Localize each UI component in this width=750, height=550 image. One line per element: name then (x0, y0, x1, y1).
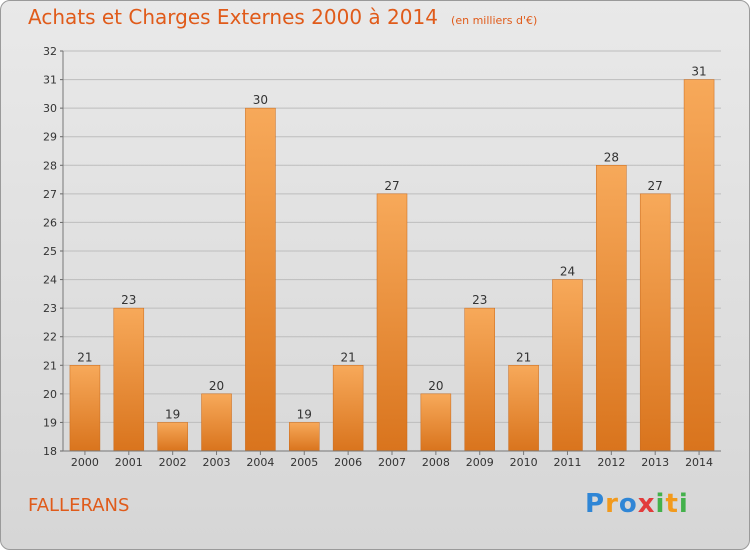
data-label: 23 (121, 293, 136, 307)
x-tick-label: 2010 (510, 456, 538, 469)
chart-title: Achats et Charges Externes 2000 à 2014 (28, 5, 438, 29)
y-tick-label: 28 (43, 159, 57, 172)
data-label: 20 (209, 379, 224, 393)
bar (69, 365, 101, 452)
x-tick-label: 2011 (553, 456, 581, 469)
commune-name: FALLERANS (28, 495, 130, 516)
y-tick-label: 31 (43, 74, 57, 87)
bar (113, 307, 145, 452)
data-label: 24 (560, 265, 575, 279)
x-tick-label: 2013 (641, 456, 669, 469)
x-tick-label: 2009 (466, 456, 494, 469)
x-tick-label: 2005 (290, 456, 318, 469)
bar (332, 365, 364, 452)
y-tick-label: 30 (43, 102, 57, 115)
x-tick-label: 2004 (246, 456, 274, 469)
data-label: 27 (648, 179, 663, 193)
data-label: 31 (691, 65, 706, 79)
data-label: 28 (604, 150, 619, 164)
bar (596, 165, 627, 452)
data-label: 23 (472, 293, 487, 307)
data-label: 19 (165, 407, 180, 421)
chart-subtitle: (en milliers d'€) (451, 14, 538, 27)
x-tick-label: 2008 (422, 456, 450, 469)
data-label: 21 (77, 350, 92, 364)
y-tick-label: 19 (43, 416, 57, 429)
x-tick-label: 2007 (378, 456, 406, 469)
y-tick-label: 23 (43, 302, 57, 315)
data-label: 20 (428, 379, 443, 393)
bar (420, 393, 452, 452)
bar (508, 365, 539, 452)
y-tick-label: 21 (43, 359, 57, 372)
y-tick-label: 22 (43, 331, 57, 344)
bar (289, 422, 320, 452)
bar (683, 79, 715, 452)
x-tick-label: 2000 (71, 456, 99, 469)
x-tick-label: 2002 (159, 456, 187, 469)
x-tick-label: 2012 (597, 456, 625, 469)
x-tick-label: 2014 (685, 456, 713, 469)
bar (376, 193, 408, 452)
title-row: Achats et Charges Externes 2000 à 2014 (… (28, 5, 537, 29)
y-tick-label: 20 (43, 388, 57, 401)
data-label: 27 (384, 179, 399, 193)
y-tick-label: 26 (43, 216, 57, 229)
bar (552, 279, 583, 452)
y-tick-label: 27 (43, 188, 57, 201)
data-label: 21 (340, 350, 355, 364)
x-tick-label: 2006 (334, 456, 362, 469)
bar (157, 422, 188, 452)
data-label: 19 (297, 407, 312, 421)
bar (245, 107, 276, 452)
x-tick-label: 2003 (203, 456, 231, 469)
y-tick-label: 24 (43, 274, 57, 287)
bar (639, 193, 671, 452)
y-tick-label: 25 (43, 245, 57, 258)
data-label: 21 (516, 350, 531, 364)
x-tick-label: 2001 (115, 456, 143, 469)
y-tick-label: 18 (43, 445, 57, 458)
bar (464, 307, 495, 452)
bar (201, 393, 232, 452)
data-label: 30 (253, 93, 268, 107)
y-tick-label: 32 (43, 45, 57, 58)
y-tick-label: 29 (43, 131, 57, 144)
proxiti-logo: Proxiti (585, 489, 689, 519)
